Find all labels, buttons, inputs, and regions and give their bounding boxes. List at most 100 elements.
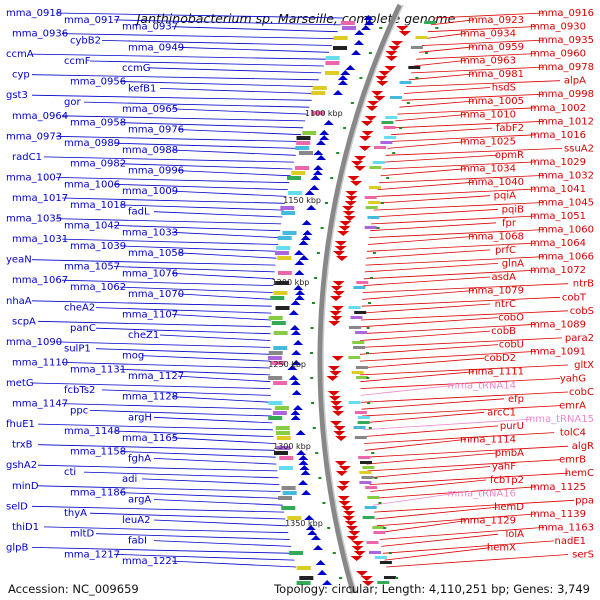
label-leader-line [177,293,273,300]
label-leader-line [386,554,569,568]
reverse-gene-arrow [345,191,358,196]
gene-feature-box [273,381,288,385]
label-leader-line [113,225,281,232]
label-leader-line [406,80,561,87]
label-leader-line [370,222,497,232]
label-leader-line [360,371,475,383]
gene-feature-box [364,226,377,229]
gene-label: mma_1051 [530,211,586,222]
gene-feature-box [333,36,348,40]
label-leader-line [113,142,298,149]
gene-label: mma_1045 [538,198,594,209]
gene-label: mma_1002 [530,103,586,114]
forward-gene-arrow [290,380,301,385]
reverse-gene-arrow [334,246,347,251]
gene-feature-box [373,531,386,534]
gene-label: efp [508,394,524,405]
reverse-gene-arrow [334,461,347,466]
label-leader-line [372,208,499,218]
forward-gene-arrow [332,90,343,95]
label-leader-line [159,334,271,341]
label-leader-line [171,26,338,33]
reverse-gene-arrow [342,211,355,216]
label-leader-line [378,520,467,534]
label-leader-line [361,405,561,417]
gene-label: nhaA [6,296,32,307]
label-leader-line [61,115,306,122]
forward-gene-arrow [288,375,299,380]
gene-label: mma_1128 [122,392,178,403]
kbp-scale-label: 1100 kbp [305,109,343,118]
reverse-gene-arrow [346,526,359,531]
scale-tick [350,102,354,104]
scale-tick [392,152,396,154]
scale-tick [311,402,315,404]
forward-gene-arrow [289,325,300,330]
gene-label: mma_1079 [468,286,524,297]
reverse-gene-arrow [350,556,363,561]
gene-feature-box [354,411,367,414]
label-leader-line [31,547,293,554]
gene-feature-box [278,466,293,470]
label-leader-line [171,437,275,444]
gene-label: mma_1067 [12,275,68,286]
reverse-gene-arrow [334,241,347,246]
gene-feature-box [311,91,326,95]
label-leader-line [363,269,537,280]
gene-label: fpr [502,218,517,229]
gene-label: mma_1107 [122,310,178,321]
gene-feature-box [399,81,412,84]
gene-label: mma_1007 [6,172,62,183]
gene-label: mma_1217 [64,549,120,560]
gene-feature-track [267,15,439,586]
reverse-gene-arrow [375,76,388,81]
gene-feature-box [274,406,289,410]
label-leader-line [61,33,335,39]
gene-feature-box [354,311,367,314]
gene-label: mma_1058 [128,248,184,259]
gene-feature-box [355,366,368,369]
gene-label: selD [6,501,28,512]
label-leader-line [375,506,499,520]
label-leader-lines [31,12,575,568]
gene-feature-box [267,356,282,360]
forward-gene-arrow [351,50,362,55]
scale-tick [379,27,383,29]
reverse-gene-arrow [327,366,340,371]
gene-label: ccmF [64,56,91,67]
label-leader-line [376,188,537,197]
gene-label: ntrC [495,299,516,310]
scale-tick [316,252,320,254]
label-leader-line [397,107,537,115]
gene-feature-box [287,176,301,180]
label-leader-line [55,12,344,19]
forward-gene-arrow [298,240,309,245]
reverse-gene-arrow [331,356,344,361]
gene-feature-box [275,426,290,430]
label-leader-line [384,547,491,561]
reverse-gene-arrow [371,91,384,96]
label-leader-line [376,513,537,527]
reverse-gene-arrow [336,486,349,491]
gene-feature-box [277,271,292,275]
reverse-gene-arrow [353,166,366,171]
label-leader-line [360,310,569,321]
forward-gene-arrow [292,405,303,410]
scale-tick [310,352,313,354]
gene-feature-box [281,211,296,215]
label-leader-line [360,330,491,341]
label-leader-line [361,296,561,307]
gene-feature-box [352,341,365,344]
label-leader-line [31,300,272,307]
gene-label: mma_1131 [70,364,126,375]
forward-gene-arrow [315,560,326,565]
label-leader-line [360,384,455,396]
label-leader-line [377,181,475,190]
gene-feature-box [276,436,291,440]
scale-tick [371,452,375,454]
reverse-gene-arrow [351,546,364,551]
label-leader-line [119,451,276,458]
forward-gene-arrow [319,135,330,140]
gene-label: mma_1016 [530,130,586,141]
forward-gene-arrow [323,120,334,125]
